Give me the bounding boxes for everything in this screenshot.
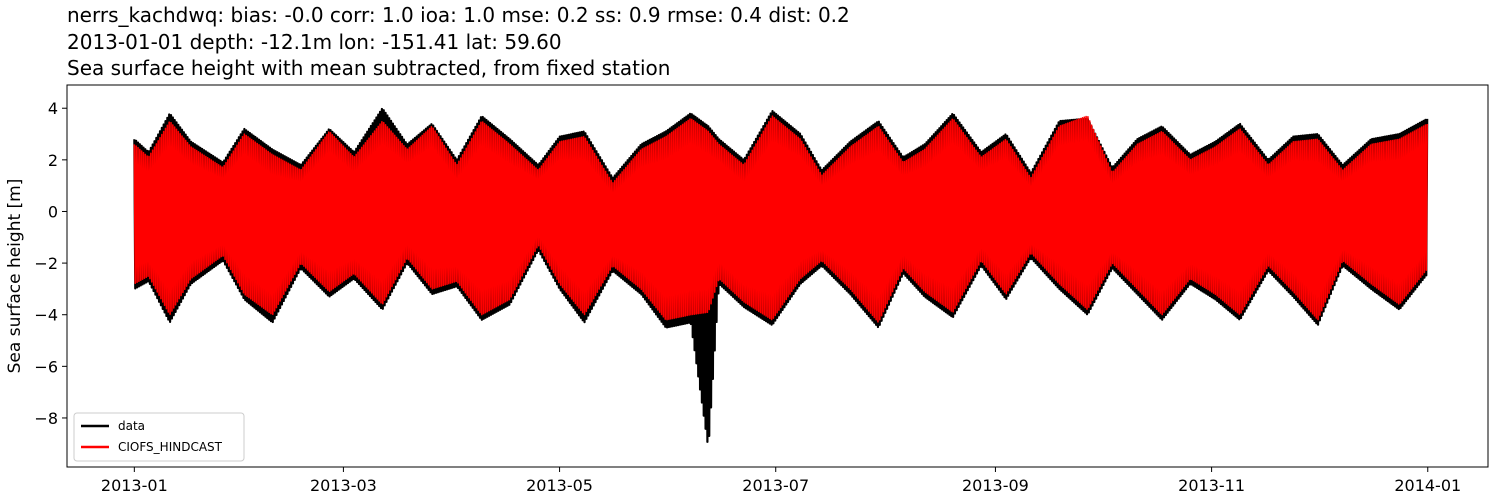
x-tick-label: 2013-05: [526, 476, 593, 495]
y-axis-label: Sea surface height [m]: [5, 179, 25, 374]
y-axis: 4 2 0 −2 −4 −6 −8: [34, 99, 67, 428]
y-tick-label: −6: [34, 357, 58, 376]
series-layer: [133, 107, 1429, 443]
x-axis: 2013-01 2013-03 2013-05 2013-07 2013-09 2013-…: [101, 467, 1461, 495]
y-tick-label: 2: [48, 151, 58, 170]
legend-label-ciofs-hindcast: CIOFS_HINDCAST: [118, 440, 223, 454]
y-tick-label: −4: [34, 306, 58, 325]
chart-title-line-1: nerrs_kachdwq: bias: -0.0 corr: 1.0 ioa:…: [67, 3, 850, 27]
series-line-ciofs-hindcast: [133, 115, 1428, 323]
y-tick-label: −8: [34, 409, 58, 428]
x-tick-label: 2013-01: [101, 476, 168, 495]
y-tick-label: −2: [34, 254, 58, 273]
x-tick-label: 2013-09: [962, 476, 1029, 495]
legend-label-data: data: [118, 419, 145, 433]
x-tick-label: 2013-03: [310, 476, 377, 495]
y-tick-label: 0: [48, 202, 58, 221]
chart-title-line-2: 2013-01-01 depth: -12.1m lon: -151.41 la…: [67, 30, 562, 54]
chart-title-line-3: Sea surface height with mean subtracted,…: [67, 56, 670, 80]
plot-frame: [66, 84, 1489, 468]
title-block: nerrs_kachdwq: bias: -0.0 corr: 1.0 ioa:…: [67, 3, 850, 80]
x-tick-label: 2014-01: [1394, 476, 1461, 495]
legend-box: [73, 412, 245, 462]
y-tick-label: 4: [48, 99, 58, 118]
x-tick-label: 2013-07: [742, 476, 809, 495]
legend: data CIOFS_HINDCAST: [73, 412, 245, 462]
x-tick-label: 2013-11: [1178, 476, 1245, 495]
series-line-data: [133, 107, 1429, 443]
